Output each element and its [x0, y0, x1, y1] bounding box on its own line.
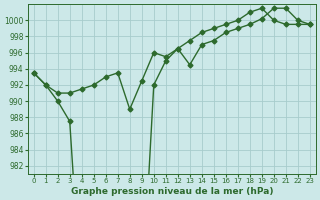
X-axis label: Graphe pression niveau de la mer (hPa): Graphe pression niveau de la mer (hPa): [70, 187, 273, 196]
